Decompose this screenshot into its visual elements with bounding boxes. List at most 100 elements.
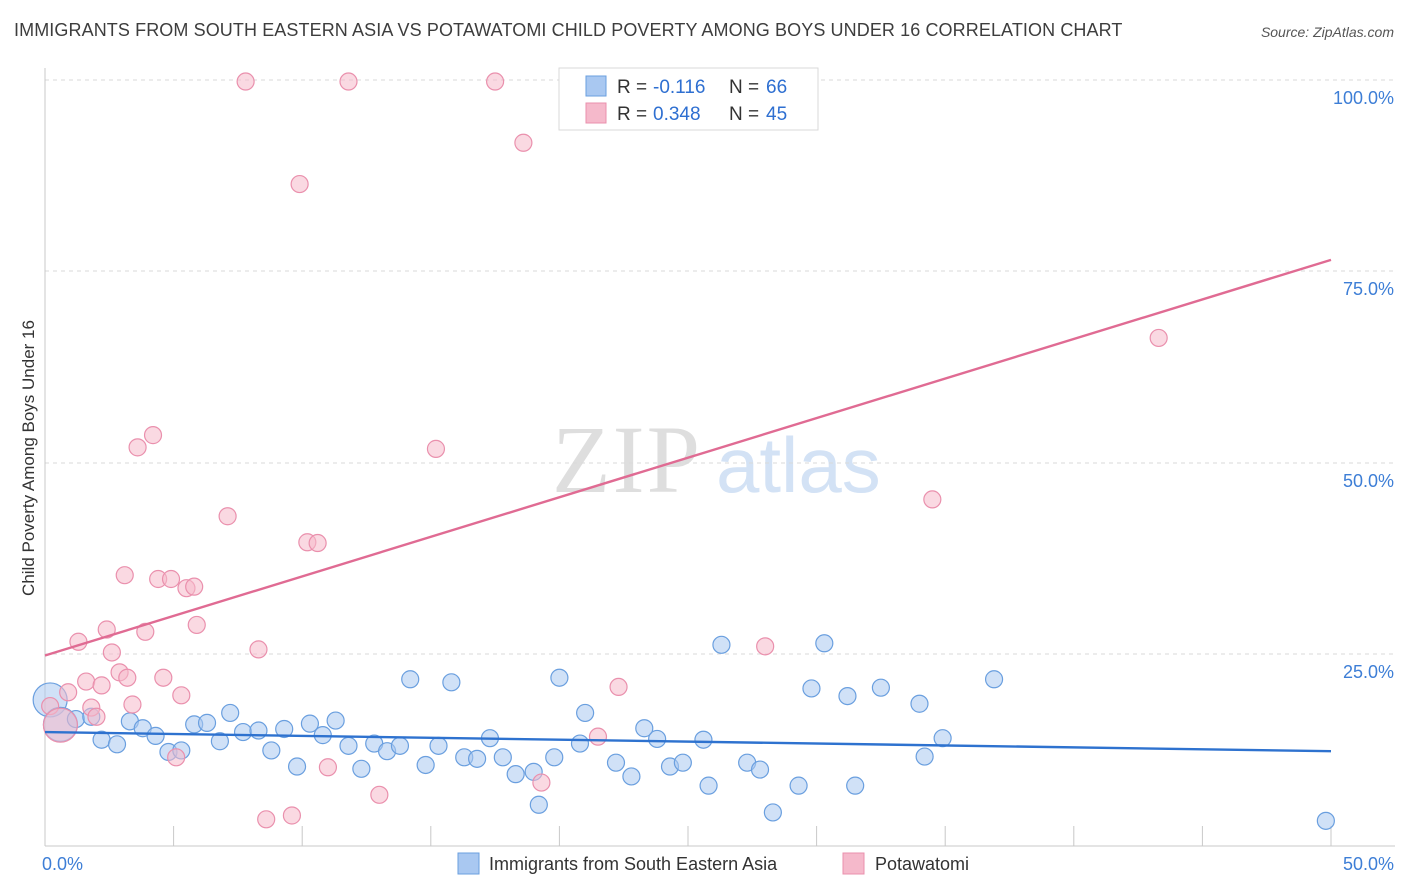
- point-blue: [673, 753, 692, 772]
- point-blue: [529, 795, 548, 814]
- legend-r-value-blue: -0.116: [653, 77, 705, 98]
- legend-n-label-pink: N =: [729, 104, 759, 125]
- point-pink: [588, 727, 608, 746]
- point-blue: [390, 736, 410, 755]
- point-pink: [257, 810, 276, 829]
- point-pink: [143, 426, 163, 445]
- gridlines: [45, 79, 1395, 655]
- point-pink: [532, 773, 551, 792]
- bottom-legend-label-blue: Immigrants from South Eastern Asia: [489, 854, 778, 874]
- point-blue: [1316, 811, 1335, 830]
- point-blue: [545, 748, 564, 767]
- point-pink: [923, 490, 942, 509]
- point-pink: [187, 615, 206, 635]
- point-pink: [249, 640, 268, 659]
- point-pink: [290, 174, 309, 194]
- legend-r-value-pink: 0.348: [653, 104, 701, 125]
- y-tick-label: 100.0%: [1333, 88, 1394, 108]
- point-pink: [92, 676, 111, 695]
- point-pink: [185, 577, 204, 596]
- legend-n-value-blue: 66: [766, 77, 787, 98]
- source-credit: Source: ZipAtlas.com: [1260, 24, 1394, 40]
- point-pink: [1149, 328, 1168, 348]
- point-pink: [102, 643, 121, 662]
- point-blue: [815, 634, 834, 653]
- point-blue: [789, 776, 808, 795]
- point-blue: [635, 719, 654, 738]
- point-blue: [197, 713, 217, 732]
- point-blue: [570, 734, 590, 753]
- legend-r-label-blue: R =: [617, 77, 647, 98]
- point-blue: [838, 686, 857, 706]
- point-blue: [576, 703, 595, 723]
- bottom-legend-swatch-pink: [842, 852, 865, 875]
- point-blue: [763, 803, 782, 822]
- point-blue: [694, 730, 713, 749]
- bottom-legend-swatch-blue: [457, 852, 480, 875]
- point-blue: [107, 735, 127, 754]
- point-blue: [233, 722, 253, 742]
- point-pink: [486, 72, 505, 91]
- point-pink: [318, 758, 338, 777]
- correlation-legend: R = -0.116 N = 66 R = 0.348 N = 45: [558, 67, 819, 131]
- point-blue: [429, 736, 448, 755]
- point-blue: [846, 776, 865, 795]
- point-blue: [910, 694, 929, 713]
- x-tick-label: 50.0%: [1343, 854, 1394, 874]
- watermark-atlas: atlas: [716, 421, 881, 509]
- point-blue: [416, 755, 435, 775]
- series-legend: Immigrants from South Eastern Asia Potaw…: [457, 852, 969, 875]
- point-blue: [550, 668, 569, 687]
- point-blue: [915, 747, 934, 766]
- point-pink: [172, 686, 191, 705]
- point-blue: [648, 729, 667, 749]
- point-pink: [87, 707, 106, 726]
- point-blue: [493, 748, 512, 767]
- trend-line-blue: [44, 730, 1332, 753]
- point-blue: [326, 711, 345, 730]
- point-blue: [210, 732, 229, 751]
- y-tick-label: 75.0%: [1343, 279, 1394, 299]
- point-pink: [77, 672, 96, 691]
- point-pink: [218, 507, 237, 526]
- point-pink: [609, 677, 628, 697]
- point-blue: [146, 726, 165, 745]
- point-blue: [871, 678, 891, 697]
- point-blue: [750, 760, 770, 779]
- point-blue: [467, 749, 487, 768]
- point-blue: [699, 776, 718, 795]
- point-blue: [401, 670, 420, 689]
- y-tick-label: 50.0%: [1343, 471, 1394, 491]
- point-pink: [308, 533, 327, 553]
- point-blue: [352, 759, 371, 778]
- point-blue: [506, 765, 525, 784]
- point-blue: [262, 741, 281, 760]
- point-blue: [984, 670, 1004, 689]
- x-tick-label: 0.0%: [42, 854, 83, 874]
- point-blue: [442, 673, 461, 692]
- legend-swatch-pink: [585, 102, 607, 124]
- point-blue: [221, 703, 240, 723]
- point-blue: [933, 729, 952, 748]
- watermark-zip: ZIP: [552, 406, 702, 513]
- data-points: [32, 72, 1335, 830]
- point-blue: [287, 757, 307, 776]
- chart-title: IMMIGRANTS FROM SOUTH EASTERN ASIA VS PO…: [14, 20, 1123, 40]
- point-blue: [300, 714, 320, 733]
- legend-r-label-pink: R =: [617, 104, 647, 125]
- point-pink: [167, 748, 186, 767]
- trend-line-pink: [44, 258, 1332, 657]
- point-pink: [370, 785, 389, 804]
- point-pink: [115, 566, 134, 585]
- legend-swatch-blue: [585, 75, 607, 97]
- legend-n-value-pink: 45: [766, 104, 787, 125]
- bottom-legend-label-pink: Potawatomi: [875, 854, 969, 874]
- trend-lines: [44, 258, 1332, 753]
- point-blue: [606, 753, 626, 772]
- point-blue: [339, 736, 358, 755]
- point-pink: [161, 569, 181, 589]
- point-blue: [275, 719, 294, 739]
- point-pink: [514, 133, 533, 152]
- point-pink: [128, 438, 147, 457]
